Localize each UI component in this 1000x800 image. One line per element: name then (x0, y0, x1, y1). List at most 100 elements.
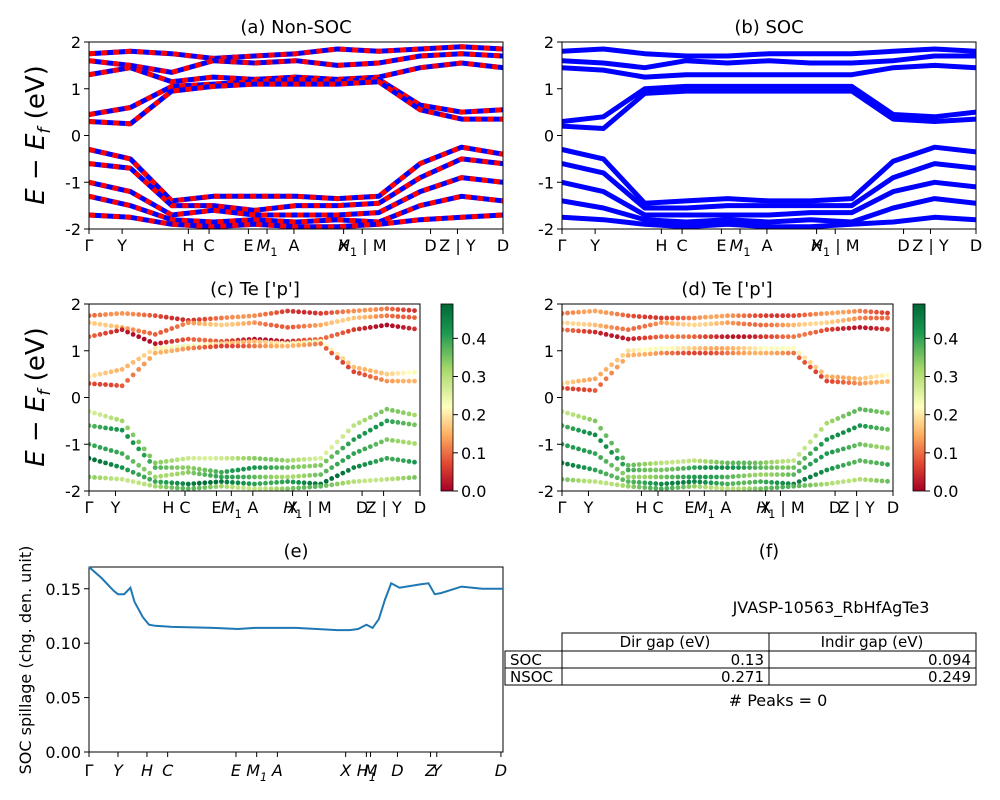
panel-a-y-label: E − Ef (eV) (21, 65, 55, 205)
band-line (89, 144, 503, 204)
projected-band-point (747, 350, 752, 356)
projected-band-point (395, 457, 401, 463)
projected-band-point (103, 475, 108, 481)
projected-band-point (846, 478, 852, 484)
projected-band-point (125, 467, 130, 473)
projected-band-point (390, 476, 395, 482)
projected-band-point (296, 485, 301, 491)
projected-band-point (340, 309, 346, 315)
projected-band-point (334, 351, 340, 357)
projected-band-point (840, 309, 846, 315)
band-line-dashed (89, 175, 503, 218)
projected-band-point (213, 322, 219, 327)
projected-band-point (664, 474, 670, 480)
projected-band-point (576, 446, 581, 452)
projected-band-point (307, 342, 313, 347)
projected-band-point (345, 360, 351, 366)
projected-band-point (692, 334, 697, 340)
projected-band-point (780, 322, 786, 328)
projected-band-point (390, 306, 395, 312)
projected-band-point (97, 321, 103, 327)
x-tick-label: D (897, 236, 909, 255)
projected-band-point (697, 346, 703, 351)
projected-band-point (609, 370, 614, 376)
projected-band-point (636, 325, 642, 330)
projected-band-point (279, 324, 285, 329)
projected-band-point (373, 324, 379, 329)
projected-band-point (725, 481, 730, 487)
projected-band-point (741, 334, 747, 340)
projected-band-point (318, 472, 324, 477)
projected-band-point (119, 327, 125, 333)
projected-band-point (730, 465, 736, 470)
projected-band-point (669, 485, 675, 491)
projected-band-point (351, 364, 357, 370)
projected-band-point (356, 448, 362, 454)
projected-band-point (307, 484, 313, 490)
projected-band-point (241, 339, 246, 345)
band-line (562, 214, 976, 229)
projected-band-point (714, 346, 719, 351)
projected-band-point (874, 425, 879, 431)
projected-band-point (412, 475, 417, 480)
projected-band-point (785, 458, 791, 464)
projected-band-point (268, 486, 274, 491)
projected-band-point (625, 348, 631, 354)
projected-band-point (219, 455, 224, 461)
projected-band-point (813, 482, 819, 488)
projected-band-point (356, 434, 362, 439)
projected-band-point (885, 478, 890, 484)
projected-band-point (829, 449, 835, 455)
y-tick-label: -2 (65, 220, 81, 239)
projected-band-point (274, 343, 279, 349)
projected-band-point (89, 313, 92, 319)
projected-band-point (406, 475, 412, 481)
projected-band-point (257, 312, 263, 318)
projected-band-point (163, 339, 169, 345)
projected-band-point (785, 472, 791, 477)
projected-band-point (703, 480, 708, 485)
projected-band-point (846, 427, 852, 433)
projected-band-point (796, 452, 802, 457)
projected-band-point (163, 473, 169, 478)
projected-band-point (763, 485, 769, 491)
projected-band-point (813, 311, 819, 317)
y-tick-label: 2 (71, 33, 81, 52)
projected-band-point (103, 446, 108, 452)
x-tick-label: H (655, 236, 667, 255)
projected-band-point (868, 315, 874, 321)
projected-band-point (581, 429, 587, 435)
projected-band-point (703, 314, 708, 320)
projected-band-point (252, 486, 257, 491)
projected-band-point (653, 460, 659, 466)
projected-band-point (692, 458, 697, 463)
projected-band-point (252, 455, 257, 461)
projected-band-point (136, 334, 142, 340)
projected-band-point (785, 346, 791, 351)
projected-band-point (208, 455, 213, 461)
projected-band-point (235, 314, 241, 320)
projected-band-point (108, 415, 114, 421)
projected-band-point (791, 483, 797, 489)
projected-band-point (373, 375, 379, 381)
projected-band-point (874, 444, 879, 449)
projected-band-point (263, 465, 268, 470)
projected-band-point (367, 415, 373, 420)
projected-band-point (323, 310, 329, 316)
projected-band-point (141, 466, 147, 472)
projected-band-point (885, 372, 890, 378)
projected-band-point (631, 462, 637, 468)
projected-band-point (598, 323, 603, 329)
projected-band-point (730, 313, 736, 319)
projected-band-point (736, 350, 741, 356)
projected-band-point (202, 485, 208, 490)
projected-band-point (703, 346, 708, 351)
projected-band-point (752, 350, 758, 356)
projected-band-point (356, 326, 362, 332)
projected-band-point (208, 484, 213, 490)
projected-band-point (257, 339, 263, 345)
projected-band-point (736, 480, 741, 486)
projected-band-point (708, 465, 714, 470)
x-tick-label: Z | Y (912, 236, 949, 255)
